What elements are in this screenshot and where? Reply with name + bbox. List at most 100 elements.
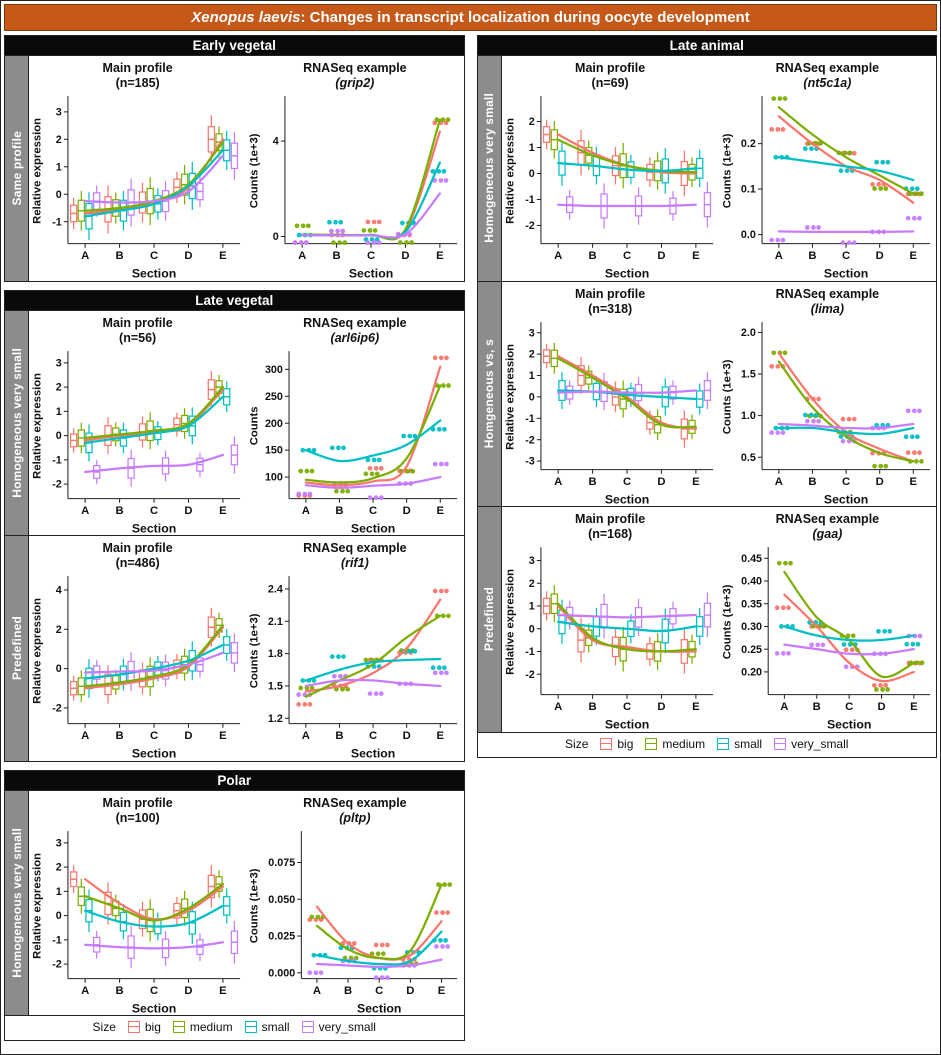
- svg-text:C: C: [622, 701, 630, 713]
- row-la-homogeneous-vs-s: Homgeneous vs, s Main profile (n=318) -3-…: [477, 280, 937, 507]
- panel-header-polar: Polar: [5, 770, 464, 790]
- svg-text:D: D: [875, 250, 883, 262]
- chart-title-line1: RNASeq example: [775, 512, 880, 527]
- chart-title: RNASeq example (gaa): [719, 509, 936, 543]
- svg-text:0.40: 0.40: [741, 576, 762, 588]
- svg-text:-1: -1: [525, 412, 535, 424]
- svg-text:0.25: 0.25: [741, 644, 762, 656]
- chart-title: Main profile (n=56): [29, 313, 246, 347]
- plot-svg: -2 0 2 4 A B C D E Relative expression Section: [31, 576, 241, 761]
- charts-la-homogeneous-very-small: Main profile (n=69) -2 -1 0 1 2 A B C D E Relative …: [502, 56, 937, 281]
- svg-text:Relative expression: Relative expression: [31, 853, 43, 959]
- legend-text-very-small: very_small: [318, 1020, 376, 1035]
- svg-text:D: D: [184, 250, 192, 262]
- plot-svg: -1 0 1 2 3 A B C D E Relative expression Section: [31, 96, 241, 280]
- chart-title: RNASeq example (grip2): [246, 58, 463, 92]
- svg-text:0.0: 0.0: [741, 229, 756, 241]
- row-la-predefined: Predefined Main profile (n=168) -2 -1 0 1 2 3 A…: [477, 506, 936, 732]
- svg-text:A: A: [81, 730, 89, 742]
- chart-main-profile-n100: Main profile (n=100) -2 -1 0 1 2 3 A B C D E Relativ…: [29, 793, 246, 1016]
- svg-text:C: C: [369, 505, 377, 517]
- chart-main-profile-n168: Main profile (n=168) -2 -1 0 1 2 3 A B C D E Relativ…: [502, 509, 719, 732]
- svg-text:A: A: [554, 250, 562, 262]
- chart-title: RNASeq example (pltp): [246, 793, 463, 827]
- svg-text:-2: -2: [525, 669, 535, 681]
- svg-text:D: D: [657, 476, 665, 488]
- svg-text:0.35: 0.35: [741, 598, 762, 610]
- svg-text:Section: Section: [604, 266, 648, 280]
- charts-same-profile: Main profile (n=185) -1 0 1 2 3 A B C D E Relative …: [29, 56, 464, 281]
- size-legend-right: Size big medium small very_small: [477, 731, 936, 757]
- svg-text:-1: -1: [525, 194, 535, 206]
- svg-text:Section: Section: [132, 1001, 176, 1015]
- plot-rnaseq-pltp: 0.000 0.025 0.050 0.075 A B C D E Counts (1e+3) Se…: [246, 827, 463, 1016]
- plot-svg: 0 4 A B C D E Counts (1e+3) Section: [249, 96, 458, 280]
- legend-item-big: big: [127, 1018, 161, 1037]
- plot-main-profile-n185: -1 0 1 2 3 A B C D E Relative expression Section: [29, 92, 246, 281]
- legend-key-small: [717, 734, 730, 753]
- svg-text:0.2: 0.2: [741, 138, 756, 150]
- svg-text:-1: -1: [52, 934, 62, 946]
- row-homogeneous-very-small: Homogeneous very small Main profile (n=56…: [5, 309, 464, 536]
- svg-text:-2: -2: [525, 220, 535, 232]
- svg-text:E: E: [692, 701, 700, 713]
- plot-svg: 0.0 0.1 0.2 A B C D E Counts (1e+3) Section: [721, 96, 930, 280]
- left-column: Early vegetal Same profile Main profile(…: [4, 35, 465, 1042]
- svg-text:Counts (1e+3): Counts (1e+3): [249, 133, 261, 208]
- svg-text:B: B: [588, 250, 596, 262]
- svg-text:A: A: [780, 701, 788, 713]
- strip-label: Homgeneous vs, s: [482, 339, 496, 449]
- svg-text:Counts (1e+3): Counts (1e+3): [721, 584, 733, 659]
- svg-text:D: D: [657, 250, 665, 262]
- svg-text:E: E: [909, 476, 917, 488]
- strip-label: Homogeneous very small: [482, 93, 496, 244]
- legend-key-big: [127, 1018, 140, 1037]
- svg-text:B: B: [808, 250, 816, 262]
- svg-text:Counts (1e+3): Counts (1e+3): [721, 133, 733, 208]
- legend-item-medium: medium: [645, 734, 705, 753]
- svg-text:E: E: [909, 250, 917, 262]
- svg-text:B: B: [116, 505, 124, 517]
- svg-text:D: D: [184, 730, 192, 742]
- svg-text:100: 100: [265, 471, 283, 483]
- svg-text:3: 3: [528, 327, 534, 339]
- svg-text:300: 300: [265, 363, 283, 375]
- chart-rnaseq-rif1: RNASeq example (rif1) 1.2 1.5 1.8 2.1 2.4 A B C D…: [246, 538, 463, 761]
- strip-label: Same profile: [9, 131, 24, 206]
- strip-polar-homogeneous-very-small: Homogeneous very small: [5, 790, 29, 1016]
- chart-title-gene: (rif1): [340, 556, 369, 571]
- svg-text:Relative expression: Relative expression: [31, 598, 43, 704]
- svg-text:0: 0: [56, 910, 62, 922]
- chart-title: Main profile (n=168): [502, 509, 719, 543]
- strip-homogeneous-very-small: Homogeneous very small: [5, 310, 29, 536]
- row-predefined: Predefined Main profile (n=486) -2 0 2 4 A B C D…: [5, 535, 464, 761]
- legend-text-small: small: [734, 736, 763, 751]
- svg-text:C: C: [369, 730, 377, 742]
- svg-text:1.5: 1.5: [268, 681, 283, 693]
- plot-svg: 0.20 0.25 0.30 0.35 0.40 0.45 A B C D E Counts (1e+…: [721, 547, 930, 732]
- svg-text:Section: Section: [349, 266, 393, 280]
- legend-label: Size: [565, 736, 589, 751]
- svg-text:A: A: [313, 985, 321, 997]
- plot-svg: -2 -1 0 1 2 3 A B C D E Relative expression Section: [504, 547, 713, 732]
- svg-text:2.4: 2.4: [268, 584, 283, 596]
- svg-text:D: D: [403, 505, 411, 517]
- figure-title: Xenopus laevis: Changes in transcript lo…: [4, 4, 937, 31]
- legend-item-small: small: [244, 1018, 290, 1037]
- strip-la-homogeneous-vs-s: Homgeneous vs, s: [477, 281, 502, 507]
- panel-polar: Polar Homogeneous very small Main profil…: [4, 769, 465, 1042]
- chart-title-line1: Main profile: [102, 61, 173, 75]
- chart-title-gene: (grip2): [335, 76, 375, 90]
- svg-text:A: A: [554, 701, 562, 713]
- legend-text-very-small: very_small: [791, 736, 849, 751]
- plot-rnaseq-gaa: 0.20 0.25 0.30 0.35 0.40 0.45 A B C D E Counts (1e+…: [719, 543, 936, 732]
- charts-la-homogeneous-vs-s: Main profile (n=318) -3 -2 -1 0 1 2 3 A B C D E Relat…: [502, 282, 937, 507]
- chart-rnaseq-grip2: RNASeq example (grip2) 0 4 A B C D E Counts (1e+…: [246, 58, 463, 281]
- chart-title-line1: Main profile: [575, 512, 646, 527]
- chart-main-profile-n486: Main profile (n=486) -2 0 2 4 A B C D E Relative e…: [29, 538, 246, 761]
- svg-text:1.5: 1.5: [741, 368, 756, 380]
- svg-text:A: A: [81, 505, 89, 517]
- svg-text:2.0: 2.0: [741, 327, 756, 339]
- svg-text:0.5: 0.5: [741, 451, 756, 463]
- svg-text:-1: -1: [52, 454, 62, 466]
